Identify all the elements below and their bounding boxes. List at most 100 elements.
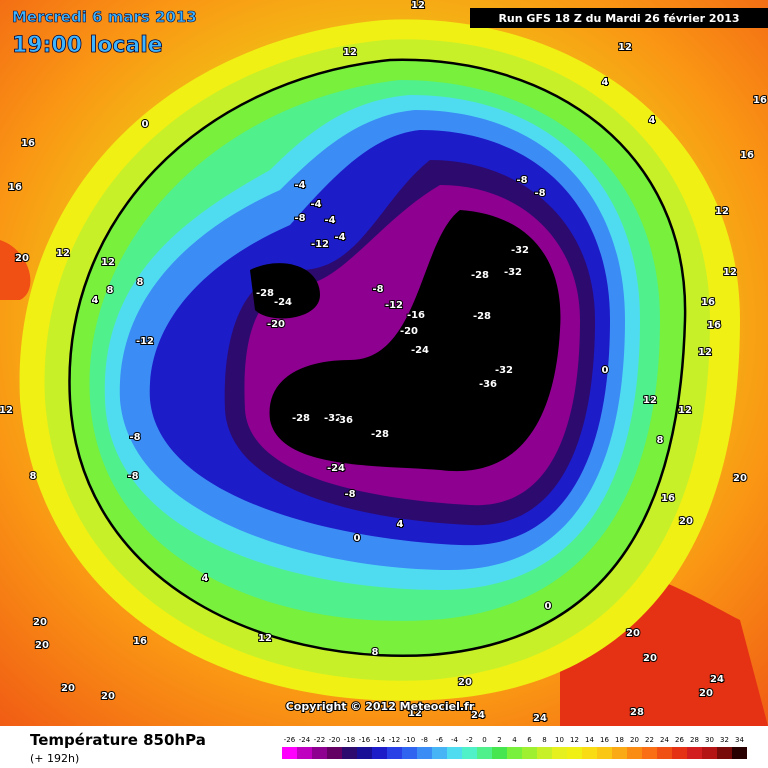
contour-label: 20 [35, 640, 49, 651]
zero-isotherm [68, 58, 687, 658]
contour-label: 20 [33, 617, 47, 628]
contour-label: 16 [661, 493, 675, 504]
contour-label: 12 [698, 347, 712, 358]
contour-label: 12 [101, 257, 115, 268]
forecast-step: (+ 192h) [30, 752, 79, 765]
colorbar-swatch [357, 747, 372, 759]
contour-label: 20 [626, 628, 640, 639]
colorbar-swatch [702, 747, 717, 759]
contour-label: 20 [733, 473, 747, 484]
contour-label: -20 [267, 319, 285, 330]
contour-label: 24 [710, 674, 724, 685]
colorbar-swatch [522, 747, 537, 759]
contour-label: 36 [339, 415, 353, 426]
colorbar-swatch [492, 747, 507, 759]
colorbar-label: -24 [299, 736, 311, 744]
contour-label: 20 [458, 677, 472, 688]
colorbar-label: 2 [497, 736, 501, 744]
contour-label: -36 [479, 379, 497, 390]
colorbar-label: -12 [389, 736, 400, 744]
colorbar-label: -20 [329, 736, 340, 744]
contour-label: 4 [649, 115, 656, 126]
contour-label: -8 [294, 213, 305, 224]
contour-label: -16 [407, 310, 425, 321]
contour-label: -8 [344, 489, 355, 500]
contour-label: -12 [311, 239, 329, 250]
contour-label: 4 [602, 77, 609, 88]
contour-label: -32 [495, 365, 513, 376]
colorbar-swatch [432, 747, 447, 759]
colorbar-swatch [297, 747, 312, 759]
contour-label: -20 [400, 326, 418, 337]
colorbar-label: 28 [690, 736, 699, 744]
colorbar-swatch [627, 747, 642, 759]
colorbar-swatch [717, 747, 732, 759]
colorbar-label: 30 [705, 736, 714, 744]
contour-label: 16 [21, 138, 35, 149]
colorbar-label: -14 [374, 736, 386, 744]
contour-label: 12 [643, 395, 657, 406]
contour-label: -8 [516, 175, 527, 186]
contour-label: -32 [324, 413, 342, 424]
colorbar-label: -22 [314, 736, 325, 744]
contour-label: 12 [618, 42, 632, 53]
contour-label: 12 [258, 633, 272, 644]
colorbar-label: 24 [660, 736, 669, 744]
contour-label: 8 [30, 471, 37, 482]
colorbar-swatch [687, 747, 702, 759]
colorbar-label: 12 [570, 736, 579, 744]
contour-label: -4 [310, 199, 321, 210]
contour-label: -12 [385, 300, 403, 311]
contour-label: -28 [371, 429, 389, 440]
colorbar-label: 4 [512, 736, 517, 744]
colorbar-label: 8 [542, 736, 546, 744]
contour-label: 12 [408, 708, 422, 719]
contour-label: 12 [411, 0, 425, 11]
colorbar-swatch [327, 747, 342, 759]
contour-label: 24 [533, 713, 547, 724]
contour-label: 4 [92, 295, 99, 306]
colorbar-label: 0 [482, 736, 486, 744]
colorbar-swatch [537, 747, 552, 759]
colorbar-swatch [282, 747, 297, 759]
contour-label: 16 [740, 150, 754, 161]
colorbar-label: 10 [555, 736, 564, 744]
contour-label: 12 [56, 248, 70, 259]
field-title: Température 850hPa [30, 731, 206, 749]
colorbar-swatch [552, 747, 567, 759]
contour-label: 0 [142, 119, 149, 130]
contour-label: 0 [602, 365, 609, 376]
contour-label: -12 [136, 336, 154, 347]
colorbar-label: -16 [359, 736, 371, 744]
contour-label: 4 [202, 573, 209, 584]
colorbar-swatch [567, 747, 582, 759]
colorbar-swatch [312, 747, 327, 759]
contour-label: -4 [294, 180, 305, 191]
contour-label: -8 [127, 471, 138, 482]
contour-label: -4 [324, 215, 335, 226]
colorbar-swatch [672, 747, 687, 759]
contour-label: 20 [643, 653, 657, 664]
contour-label: -24 [411, 345, 429, 356]
contour-label: 12 [715, 206, 729, 217]
contour-label: 28 [630, 707, 644, 718]
colorbar-label: -18 [344, 736, 355, 744]
colorbar-swatch [597, 747, 612, 759]
contour-label: -32 [504, 267, 522, 278]
colorbar-swatch [402, 747, 417, 759]
run-box [470, 8, 768, 28]
colorbar-swatch [462, 747, 477, 759]
contour-label: 12 [343, 47, 357, 58]
contour-label: 0 [545, 601, 552, 612]
colorbar-label: -4 [451, 736, 459, 744]
warm-area [0, 240, 31, 300]
colorbar-swatch [642, 747, 657, 759]
contour-label: -4 [334, 232, 345, 243]
contour-label: 20 [15, 253, 29, 264]
colorbar-swatch [387, 747, 402, 759]
contour-label: -28 [256, 288, 274, 299]
contour-label: -28 [473, 311, 491, 322]
colorbar-swatch [612, 747, 627, 759]
